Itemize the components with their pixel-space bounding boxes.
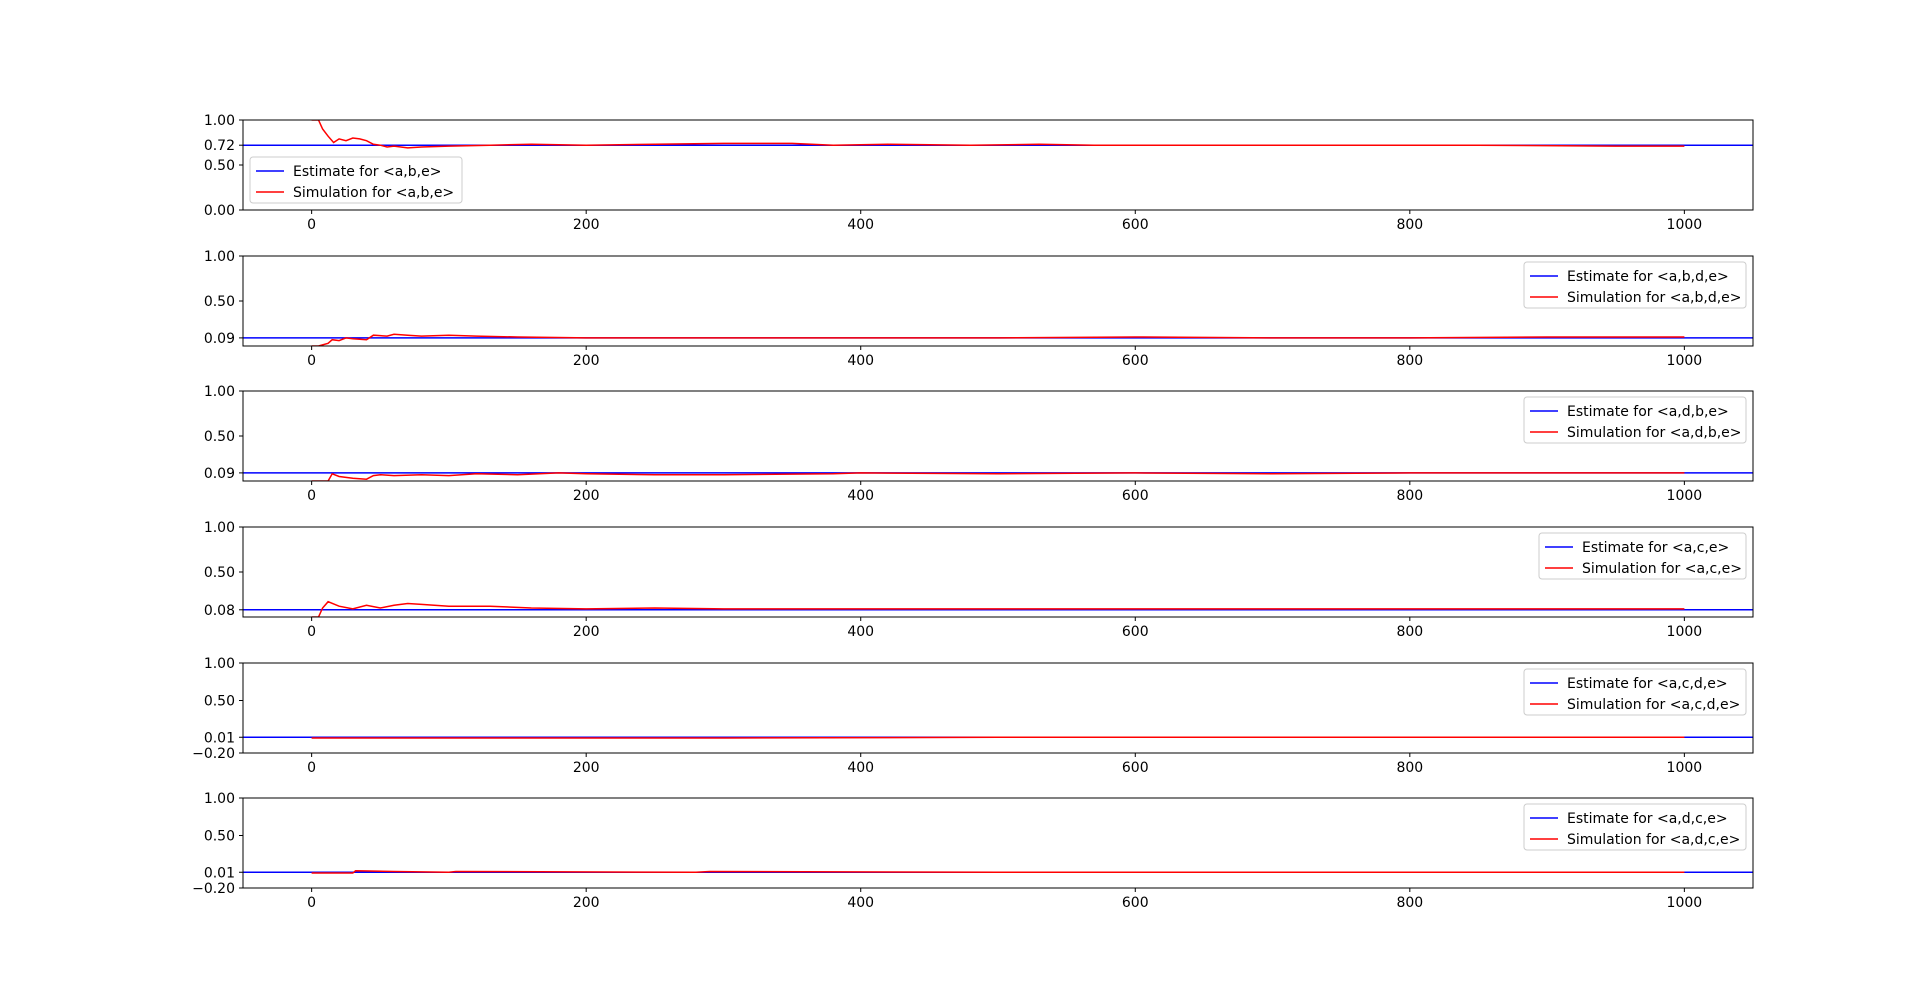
y-tick-label: 0.50	[204, 565, 235, 581]
y-tick-label: 0.08	[204, 603, 235, 619]
legend-estimate-label: Estimate for <a,d,c,e>	[1567, 811, 1728, 827]
legend-simulation-label: Simulation for <a,b,d,e>	[1567, 290, 1742, 306]
x-tick-label: 200	[573, 624, 600, 640]
y-tick-label: 1.00	[204, 520, 235, 536]
y-tick-label: 0.09	[204, 331, 235, 347]
y-tick-label: 0.09	[204, 466, 235, 482]
x-tick-label: 800	[1396, 353, 1423, 369]
x-tick-label: 600	[1122, 353, 1149, 369]
x-tick-label: 1000	[1667, 217, 1703, 233]
simulation-line	[311, 120, 1685, 149]
y-tick-label: 0.00	[204, 203, 235, 219]
subplot-3: 0 200 400 600 800 1000 1.00 0.50 0.09 Estimate fo…	[204, 384, 1754, 504]
x-tick-label: 1000	[1667, 488, 1703, 504]
legend-box	[1523, 261, 1747, 309]
simulation-line	[311, 472, 1685, 481]
legend-box	[1538, 532, 1747, 580]
simulation-line	[311, 736, 1685, 739]
x-tick-label: 800	[1396, 624, 1423, 640]
axes-frame	[242, 119, 1754, 211]
x-tick-label: 800	[1396, 488, 1423, 504]
legend-simulation-label: Simulation for <a,d,c,e>	[1567, 832, 1740, 848]
y-tick-label: 0.50	[204, 158, 235, 174]
legend-estimate-label: Estimate for <a,b,d,e>	[1567, 269, 1729, 285]
x-tick-label: 800	[1396, 895, 1423, 911]
y-tick-label: 0.50	[204, 829, 235, 845]
x-tick-label: 400	[847, 217, 874, 233]
y-tick-label: 0.72	[204, 138, 235, 154]
x-tick-label: 400	[847, 488, 874, 504]
axes-frame	[242, 797, 1754, 889]
x-tick-label: 400	[847, 624, 874, 640]
subplot-5: 0 200 400 600 800 1000 1.00 0.50 0.01−0.20 Estima…	[192, 656, 1754, 776]
simulation-line	[311, 600, 1685, 617]
legend-estimate-label: Estimate for <a,c,d,e>	[1567, 676, 1728, 692]
legend-estimate-label: Estimate for <a,b,e>	[293, 164, 441, 180]
x-tick-label: 800	[1396, 217, 1423, 233]
x-tick-label: 0	[307, 624, 316, 640]
legend-estimate-label: Estimate for <a,c,e>	[1582, 540, 1729, 556]
y-tick-label: 1.00	[204, 113, 235, 129]
x-tick-label: 400	[847, 895, 874, 911]
legend-box	[1523, 668, 1747, 716]
legend-estimate-label: Estimate for <a,d,b,e>	[1567, 404, 1729, 420]
subplot-1: 0 200 400 600 800 1000 1.00 0.72 0.50 0.00 Estimat…	[204, 113, 1754, 233]
y-tick-label: 1.00	[204, 384, 235, 400]
x-tick-label: 1000	[1667, 895, 1703, 911]
x-tick-label: 0	[307, 488, 316, 504]
legend-box	[1523, 396, 1747, 444]
y-tick-label: −0.20	[192, 746, 235, 762]
x-tick-label: 600	[1122, 488, 1149, 504]
y-tick-label: −0.20	[192, 881, 235, 897]
axes-frame	[242, 526, 1754, 618]
x-tick-label: 200	[573, 353, 600, 369]
subplot-4: 0 200 400 600 800 1000 1.00 0.50 0.08 Estimate fo…	[204, 520, 1754, 640]
x-tick-label: 800	[1396, 760, 1423, 776]
x-tick-label: 1000	[1667, 353, 1703, 369]
x-tick-label: 0	[307, 760, 316, 776]
legend-simulation-label: Simulation for <a,c,d,e>	[1567, 697, 1740, 713]
y-tick-label: 0.01	[204, 865, 235, 881]
y-tick-label: 0.01	[204, 730, 235, 746]
y-tick-label: 0.50	[204, 429, 235, 445]
x-tick-label: 1000	[1667, 760, 1703, 776]
x-tick-label: 600	[1122, 217, 1149, 233]
legend-simulation-label: Simulation for <a,d,b,e>	[1567, 425, 1742, 441]
subplot-6: 0 200 400 600 800 1000 1.00 0.50 0.01−0.20 Estima…	[192, 791, 1754, 911]
legend-simulation-label: Simulation for <a,b,e>	[293, 185, 454, 201]
x-tick-label: 0	[307, 353, 316, 369]
x-tick-label: 1000	[1667, 624, 1703, 640]
x-tick-label: 600	[1122, 760, 1149, 776]
y-tick-label: 1.00	[204, 791, 235, 807]
x-tick-label: 200	[573, 760, 600, 776]
simulation-line	[311, 333, 1685, 346]
legend: Estimate for <a,b,d,e> Simulation for <a,…	[1523, 261, 1747, 309]
x-tick-label: 400	[847, 353, 874, 369]
y-tick-label: 0.50	[204, 294, 235, 310]
legend: Estimate for <a,d,b,e> Simulation for <a,…	[1523, 396, 1747, 444]
x-tick-label: 200	[573, 895, 600, 911]
legend-simulation-label: Simulation for <a,c,e>	[1582, 561, 1742, 577]
x-tick-label: 200	[573, 488, 600, 504]
simulation-line	[311, 870, 1685, 874]
legend-box	[1523, 803, 1747, 851]
subplot-2: 0 200 400 600 800 1000 1.00 0.50 0.09 Estimate fo…	[204, 249, 1754, 369]
y-tick-label: 1.00	[204, 656, 235, 672]
x-tick-label: 400	[847, 760, 874, 776]
legend: Estimate for <a,c,d,e> Simulation for <a,…	[1523, 668, 1747, 716]
legend: Estimate for <a,d,c,e> Simulation for <a,…	[1523, 803, 1747, 851]
legend: Estimate for <a,b,e> Simulation for <a,b,…	[249, 156, 463, 204]
x-tick-label: 600	[1122, 895, 1149, 911]
y-tick-label: 0.50	[204, 694, 235, 710]
y-tick-label: 1.00	[204, 249, 235, 265]
x-tick-label: 0	[307, 217, 316, 233]
legend-box	[249, 156, 463, 204]
legend: Estimate for <a,c,e> Simulation for <a,c,…	[1538, 532, 1747, 580]
axes-frame	[242, 662, 1754, 754]
x-tick-label: 600	[1122, 624, 1149, 640]
x-tick-label: 200	[573, 217, 600, 233]
x-tick-label: 0	[307, 895, 316, 911]
